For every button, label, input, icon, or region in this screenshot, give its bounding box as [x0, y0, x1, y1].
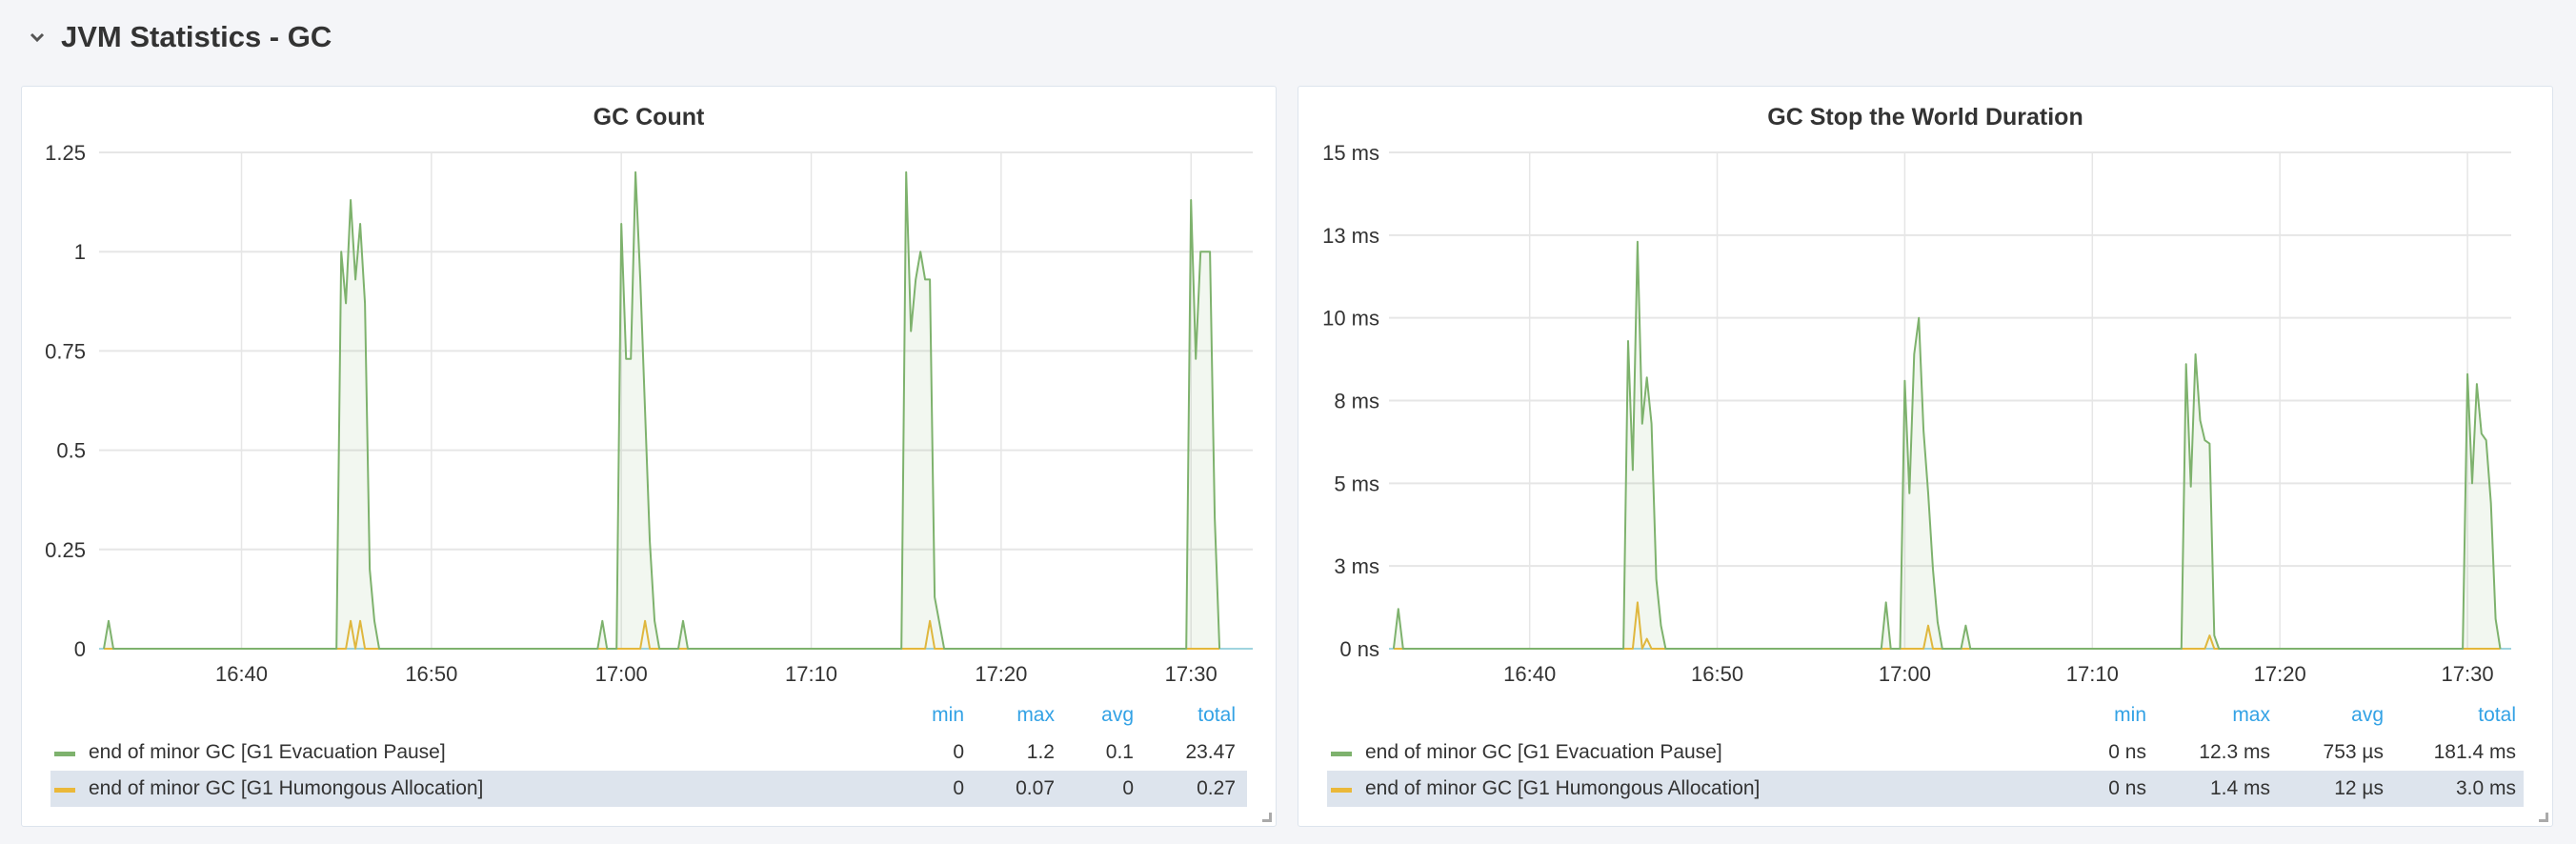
x-tick-label: 17:30 [1165, 662, 1218, 686]
legend-min: 0 [953, 741, 964, 763]
x-tick-label: 17:20 [975, 662, 1027, 686]
x-tick-label: 16:40 [215, 662, 268, 686]
y-tick-label: 8 ms [1334, 390, 1379, 413]
legend-header-avg[interactable]: avg [2351, 704, 2384, 726]
y-tick-label: 1 [74, 240, 86, 264]
legend-avg: 0.1 [1105, 741, 1134, 763]
x-tick-label: 17:10 [785, 662, 837, 686]
series-line-evacuation-pause [103, 171, 1221, 650]
y-tick-label: 15 ms [1322, 141, 1379, 165]
panel-title[interactable]: GC Count [593, 104, 705, 131]
x-tick-label: 17:10 [2066, 662, 2119, 686]
legend-avg: 12 µs [2334, 777, 2384, 799]
x-tick-label: 16:50 [405, 662, 457, 686]
legend-series-name[interactable]: end of minor GC [G1 Evacuation Pause] [89, 741, 446, 763]
legend-header-max[interactable]: max [2232, 704, 2270, 726]
legend-avg: 753 µs [2323, 741, 2384, 763]
series-color-swatch[interactable] [54, 788, 75, 793]
legend-max: 1.2 [1026, 741, 1055, 763]
legend-total: 181.4 ms [2433, 741, 2516, 763]
resize-handle[interactable] [1262, 813, 1272, 822]
gc-count-panel: GC Count 0 0.25 0.5 0.75 1 1.25 16:40 16:50 17:0… [21, 86, 1277, 827]
legend-max: 0.07 [1016, 777, 1055, 799]
row-header[interactable]: JVM Statistics - GC [27, 13, 332, 61]
series-line-humongous-allocation [104, 619, 1220, 650]
gc-stw-duration-panel: GC Stop the World Duration 0 ns 3 ms 5 ms 8… [1298, 86, 2553, 827]
legend-item[interactable]: end of minor GC [G1 Humongous Allocation… [50, 771, 1247, 807]
resize-handle[interactable] [2539, 813, 2548, 822]
legend-header-avg[interactable]: avg [1101, 704, 1134, 726]
gc-stw-duration-chart: 0 ns 3 ms 5 ms 8 ms 10 ms 13 ms 15 ms 16:40 16:5… [1322, 141, 2511, 686]
x-tick-label: 17:00 [595, 662, 648, 686]
legend: min max avg total end of minor GC [G1 Ev… [50, 698, 1247, 807]
legend-series-name[interactable]: end of minor GC [G1 Humongous Allocation… [89, 777, 484, 799]
legend-series-name[interactable]: end of minor GC [G1 Evacuation Pause] [1365, 741, 1722, 763]
series-color-swatch[interactable] [54, 752, 75, 756]
y-tick-label: 0.5 [56, 439, 86, 463]
series-line-evacuation-pause [1392, 240, 2502, 650]
legend-avg: 0 [1122, 777, 1134, 799]
y-tick-label: 0 [74, 637, 86, 661]
series-area-evacuation-pause [1393, 241, 2501, 650]
series-color-swatch[interactable] [1331, 752, 1352, 756]
x-tick-label: 17:30 [2442, 662, 2494, 686]
y-tick-label: 0.75 [45, 339, 86, 363]
legend-header: min max avg total [1327, 698, 2524, 734]
y-tick-label: 1.25 [45, 141, 86, 165]
y-tick-label: 5 ms [1334, 472, 1379, 495]
legend-header-min[interactable]: min [2114, 704, 2146, 726]
legend-header-total[interactable]: total [1197, 704, 1236, 726]
x-tick-label: 16:50 [1691, 662, 1743, 686]
legend-series-name[interactable]: end of minor GC [G1 Humongous Allocation… [1365, 777, 1761, 799]
x-tick-label: 16:40 [1503, 662, 1556, 686]
legend-total: 23.47 [1185, 741, 1236, 763]
y-tick-label: 3 ms [1334, 554, 1379, 578]
legend-total: 0.27 [1197, 777, 1236, 799]
legend-min: 0 ns [2108, 777, 2146, 799]
legend-item[interactable]: end of minor GC [G1 Humongous Allocation… [1327, 771, 2524, 807]
gc-count-chart: 0 0.25 0.5 0.75 1 1.25 16:40 16:50 17:00 17:10 17:… [45, 141, 1253, 686]
legend-header-min[interactable]: min [932, 704, 964, 726]
y-tick-label: 13 ms [1322, 224, 1379, 248]
legend-header: min max avg total [50, 698, 1247, 734]
x-tick-label: 17:00 [1879, 662, 1931, 686]
legend-header-max[interactable]: max [1016, 704, 1055, 726]
legend-max: 1.4 ms [2209, 777, 2270, 799]
series-line-humongous-allocation [1393, 601, 2501, 650]
legend-header-total[interactable]: total [2478, 704, 2516, 726]
y-tick-label: 0.25 [45, 538, 86, 562]
panel-title[interactable]: GC Stop the World Duration [1767, 104, 2083, 131]
legend-min: 0 ns [2108, 741, 2146, 763]
legend-total: 3.0 ms [2455, 777, 2516, 799]
y-tick-label: 0 ns [1339, 637, 1379, 661]
legend: min max avg total end of minor GC [G1 Ev… [1327, 698, 2524, 807]
chevron-down-icon[interactable] [27, 27, 48, 48]
series-color-swatch[interactable] [1331, 788, 1352, 793]
y-tick-label: 10 ms [1322, 307, 1379, 331]
legend-item[interactable]: end of minor GC [G1 Evacuation Pause] 0 … [50, 734, 1247, 771]
row-title: JVM Statistics - GC [61, 20, 332, 53]
legend-item[interactable]: end of minor GC [G1 Evacuation Pause] 0 … [1327, 734, 2524, 771]
legend-min: 0 [953, 777, 964, 799]
legend-max: 12.3 ms [2199, 741, 2270, 763]
series-area-evacuation-pause [103, 171, 1220, 650]
x-tick-label: 17:20 [2254, 662, 2306, 686]
